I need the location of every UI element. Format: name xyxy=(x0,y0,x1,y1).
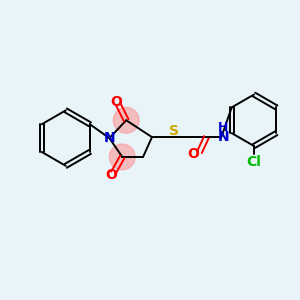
Circle shape xyxy=(110,144,135,170)
Text: N: N xyxy=(218,130,229,144)
Text: O: O xyxy=(105,168,117,182)
Text: S: S xyxy=(169,124,179,138)
Text: H: H xyxy=(218,121,229,134)
Circle shape xyxy=(113,107,139,133)
Text: O: O xyxy=(110,95,122,110)
Text: O: O xyxy=(188,147,200,161)
Text: N: N xyxy=(103,131,115,145)
Text: Cl: Cl xyxy=(247,155,262,169)
